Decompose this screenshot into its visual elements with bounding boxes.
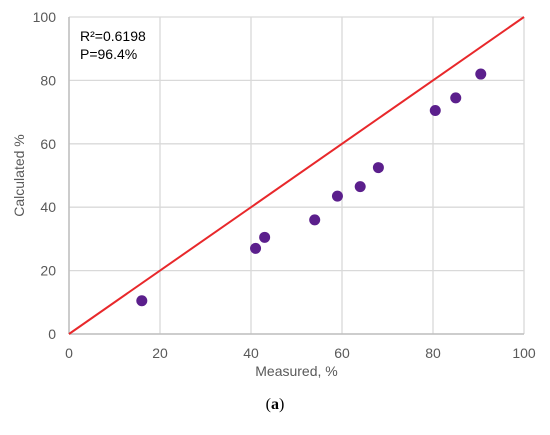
data-point: [309, 214, 321, 226]
caption-close: ): [279, 396, 285, 413]
reference-line-group: [68, 16, 525, 335]
annotation-r-squared: R²=0.6198: [80, 28, 146, 44]
data-point: [354, 181, 366, 193]
annotation-p-value: P=96.4%: [80, 46, 137, 62]
y-tick-label: 60: [40, 136, 56, 152]
x-tick-label: 100: [512, 345, 536, 361]
tick-labels: 0 20 40 60 80 100 0 20 40 60 80 100: [33, 9, 536, 361]
reference-line: [68, 16, 525, 335]
data-point: [250, 242, 262, 254]
data-point: [136, 295, 148, 307]
y-tick-label: 0: [48, 326, 56, 342]
data-point: [450, 92, 462, 104]
caption-label: a: [271, 396, 279, 413]
data-point: [259, 231, 271, 243]
y-tick-label: 100: [33, 9, 57, 25]
x-tick-label: 60: [334, 345, 350, 361]
figure-caption: (a): [0, 396, 550, 414]
data-point: [372, 162, 384, 174]
x-tick-label: 20: [152, 345, 168, 361]
data-point: [331, 190, 343, 202]
scatter-chart: 0 20 40 60 80 100 0 20 40 60 80 100 Measured, % Cal…: [11, 9, 536, 379]
grid-lines: [68, 16, 525, 335]
x-axis-label: Measured, %: [255, 363, 337, 379]
y-tick-label: 80: [40, 72, 56, 88]
x-tick-label: 80: [425, 345, 441, 361]
y-tick-label: 40: [40, 199, 56, 215]
caption-open: (: [265, 396, 271, 413]
data-point: [429, 105, 441, 117]
y-axis-label: Calculated %: [11, 134, 27, 217]
x-tick-label: 0: [65, 345, 73, 361]
data-points: [136, 68, 487, 307]
data-point: [475, 68, 487, 80]
x-tick-label: 40: [243, 345, 259, 361]
y-tick-label: 20: [40, 263, 56, 279]
